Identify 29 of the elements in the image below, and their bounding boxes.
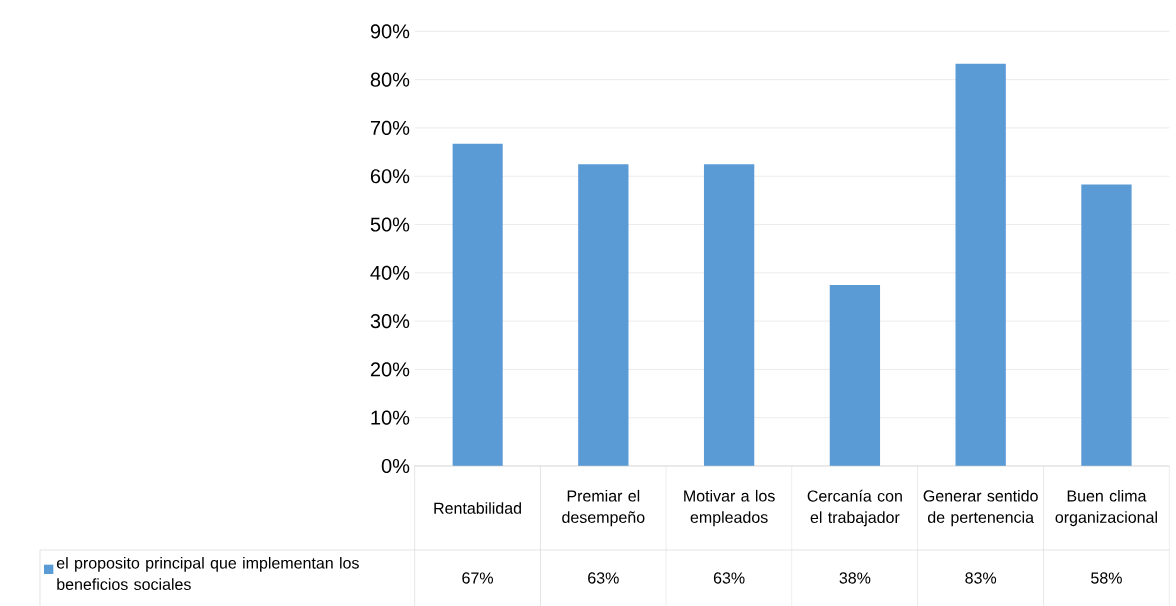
bar	[452, 143, 503, 466]
data-label: 38%	[839, 572, 871, 584]
y-tick-label: 90%	[370, 24, 410, 39]
bar	[829, 284, 881, 466]
x-tick-label: Buen clima organizacional	[1055, 489, 1157, 527]
x-tick-label: Motivar a los empleados	[684, 489, 775, 527]
data-label: 83%	[965, 572, 997, 584]
bar	[955, 63, 1006, 466]
y-tick-label: 40%	[370, 265, 410, 280]
y-tick-label: 20%	[370, 362, 410, 377]
bar	[703, 164, 755, 466]
bar	[1081, 184, 1132, 466]
x-tick-label: Cercanía con el trabajador	[807, 489, 902, 527]
y-tick-label: 30%	[370, 314, 410, 329]
data-label: 67%	[462, 572, 493, 584]
data-label: 58%	[1091, 572, 1122, 584]
data-label: 63%	[713, 572, 745, 584]
x-tick-label: Premiar el desempeño	[562, 489, 645, 527]
y-tick-label: 60%	[370, 169, 410, 184]
y-tick-label: 10%	[371, 410, 410, 425]
y-tick-label: 50%	[370, 217, 410, 232]
x-tick-label: Rentabilidad	[434, 502, 521, 514]
y-tick-label: 80%	[370, 72, 410, 87]
y-tick-label: 70%	[370, 120, 410, 135]
legend-label: el proposito principal que implementan los beneficios sociales	[56, 556, 359, 591]
data-label: 63%	[588, 572, 619, 584]
y-tick-label: 0%	[381, 458, 410, 474]
x-tick-label: Generar sentido de pertenencia	[923, 489, 1038, 527]
bar	[578, 164, 629, 466]
